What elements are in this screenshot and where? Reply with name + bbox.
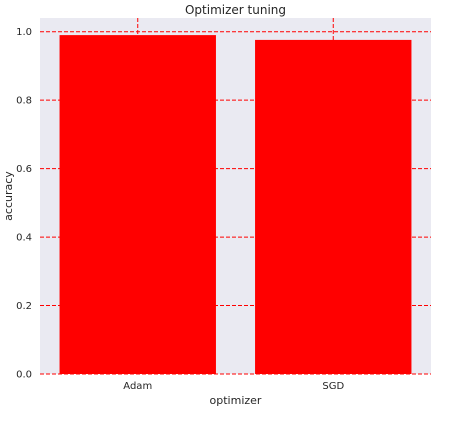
x-tick-labels: Adam SGD xyxy=(123,381,344,392)
grid-lines xyxy=(40,18,431,375)
y-tick-labels: 0.0 0.2 0.4 0.6 0.8 1.0 xyxy=(16,27,32,380)
x-tick-label: SGD xyxy=(322,381,344,392)
y-tick-label: 0.8 xyxy=(16,96,32,107)
y-tick-label: 0.0 xyxy=(16,370,32,381)
y-tick-label: 0.4 xyxy=(16,233,32,244)
y-tick-label: 1.0 xyxy=(16,27,32,38)
x-axis-label: optimizer xyxy=(210,394,262,407)
x-tick-label: Adam xyxy=(123,381,152,392)
chart-title: Optimizer tuning xyxy=(185,3,286,17)
y-tick-label: 0.2 xyxy=(16,301,32,312)
y-tick-label: 0.6 xyxy=(16,164,32,175)
y-axis-label: accuracy xyxy=(2,171,15,221)
